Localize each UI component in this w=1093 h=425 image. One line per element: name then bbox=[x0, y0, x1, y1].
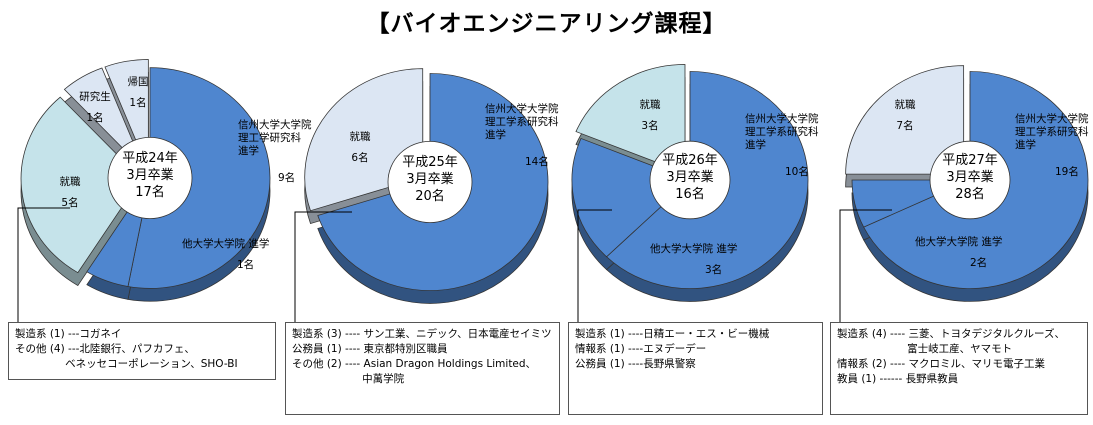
slice-count: 1名 bbox=[237, 258, 254, 271]
employment-note-h25: 製造系 (3) ---- サン工業、ニデック、日本電産セイミツ 公務員 (1) … bbox=[285, 322, 560, 415]
slice-count: 5名 bbox=[61, 196, 78, 209]
center-label-line: 3月卒業 bbox=[126, 167, 173, 183]
slice-count: 3名 bbox=[641, 119, 658, 132]
employment-note-h24: 製造系 (1) ---コガネイ その他 (4) ---北陸銀行、パフカフェ、 ベ… bbox=[8, 322, 276, 380]
donut-hole bbox=[929, 140, 1011, 220]
slice-label-text: 進学 bbox=[1015, 138, 1036, 151]
center-label-line: 20名 bbox=[415, 188, 445, 204]
slice-label-text: 信州大学大学院 bbox=[1015, 112, 1089, 125]
connector-line bbox=[17, 207, 70, 322]
slice-label-text: 就職 bbox=[60, 175, 81, 188]
center-label-line: 平成27年 bbox=[942, 153, 998, 168]
donut-hole bbox=[649, 140, 731, 220]
slice-label-text: 他大学大学院 進学 bbox=[650, 242, 737, 255]
slice-label-3: 就職 7名 bbox=[895, 98, 916, 132]
slice-label-text: 就職 bbox=[640, 98, 661, 111]
slice-label-5: 帰国 1名 bbox=[128, 75, 149, 109]
slice-label-text: 帰国 bbox=[128, 75, 149, 88]
slice-label-3: 就職 5名 bbox=[60, 175, 81, 209]
slice-count: 19名 bbox=[1055, 165, 1079, 178]
slice-3 bbox=[845, 65, 965, 175]
center-label-line: 平成25年 bbox=[402, 155, 458, 170]
center-label-line: 3月卒業 bbox=[946, 169, 993, 185]
center-label-line: 17名 bbox=[135, 184, 165, 200]
slice-label-text: 理工学系研究科 bbox=[485, 115, 559, 128]
slice-label-text: 理工学研究科 bbox=[238, 131, 301, 144]
slice-label-3: 就職 3名 bbox=[640, 98, 661, 132]
slice-label-text: 信州大学大学院 bbox=[485, 102, 559, 115]
connector-line bbox=[294, 211, 352, 322]
slice-label-4: 研究生 1名 bbox=[79, 90, 111, 124]
slice-label-text: 進学 bbox=[485, 128, 506, 141]
slice-label-2: 他大学大学院 進学 2名 bbox=[915, 235, 1002, 269]
slice-label-text: 就職 bbox=[895, 98, 916, 111]
slice-count: 10名 bbox=[785, 165, 809, 178]
slice-label-2: 他大学大学院 進学 1名 bbox=[182, 237, 269, 271]
slice-label-text: 他大学大学院 進学 bbox=[915, 235, 1002, 248]
slice-label-text: 理工学系研究科 bbox=[1015, 125, 1089, 138]
slice-label-text: 信州大学大学院 bbox=[745, 112, 819, 125]
slice-count: 7名 bbox=[896, 119, 913, 132]
center-label-line: 平成24年 bbox=[122, 151, 178, 166]
connector-line bbox=[839, 209, 892, 322]
slice-label-text: 理工学系研究科 bbox=[745, 125, 819, 138]
donut-hole bbox=[107, 136, 193, 220]
slice-3 bbox=[575, 64, 686, 174]
center-label-line: 28名 bbox=[955, 186, 985, 202]
slice-label-2: 就職 6名 bbox=[350, 130, 371, 164]
slice-2 bbox=[571, 137, 691, 258]
slice-count: 2名 bbox=[970, 256, 987, 269]
donut-hole bbox=[387, 140, 473, 224]
center-label-line: 3月卒業 bbox=[666, 169, 713, 185]
page-title: 【バイオエンジニアリング課程】 bbox=[366, 11, 727, 37]
employment-note-h27: 製造系 (4) ---- 三菱、トヨタデジタルクルーズ、 富士岐工産、ヤマモト … bbox=[830, 322, 1088, 415]
slice-count: 9名 bbox=[278, 171, 295, 184]
slice-label-text: 進学 bbox=[238, 144, 259, 157]
slice-label-text: 他大学大学院 進学 bbox=[182, 237, 269, 250]
slice-label-text: 研究生 bbox=[79, 90, 111, 103]
slice-3 bbox=[20, 96, 142, 274]
slice-count: 6名 bbox=[351, 151, 368, 164]
employment-note-h26: 製造系 (1) ----日精エー・エス・ビー機械 情報系 (1) ----エヌデ… bbox=[568, 322, 823, 415]
center-label-line: 3月卒業 bbox=[406, 171, 453, 187]
center-label-line: 平成26年 bbox=[662, 153, 718, 168]
slice-label-text: 進学 bbox=[745, 138, 766, 151]
slice-count: 3名 bbox=[705, 263, 722, 276]
slice-label-text: 就職 bbox=[350, 130, 371, 143]
slice-label-2: 他大学大学院 進学 3名 bbox=[650, 242, 737, 276]
slice-1 bbox=[127, 67, 271, 289]
slice-count: 1名 bbox=[129, 96, 146, 109]
slice-count: 14名 bbox=[525, 155, 549, 168]
connector-line bbox=[577, 209, 612, 322]
center-label-line: 16名 bbox=[675, 186, 705, 202]
slice-label-text: 信州大学大学院 bbox=[238, 118, 312, 131]
slice-count: 1名 bbox=[86, 111, 103, 124]
